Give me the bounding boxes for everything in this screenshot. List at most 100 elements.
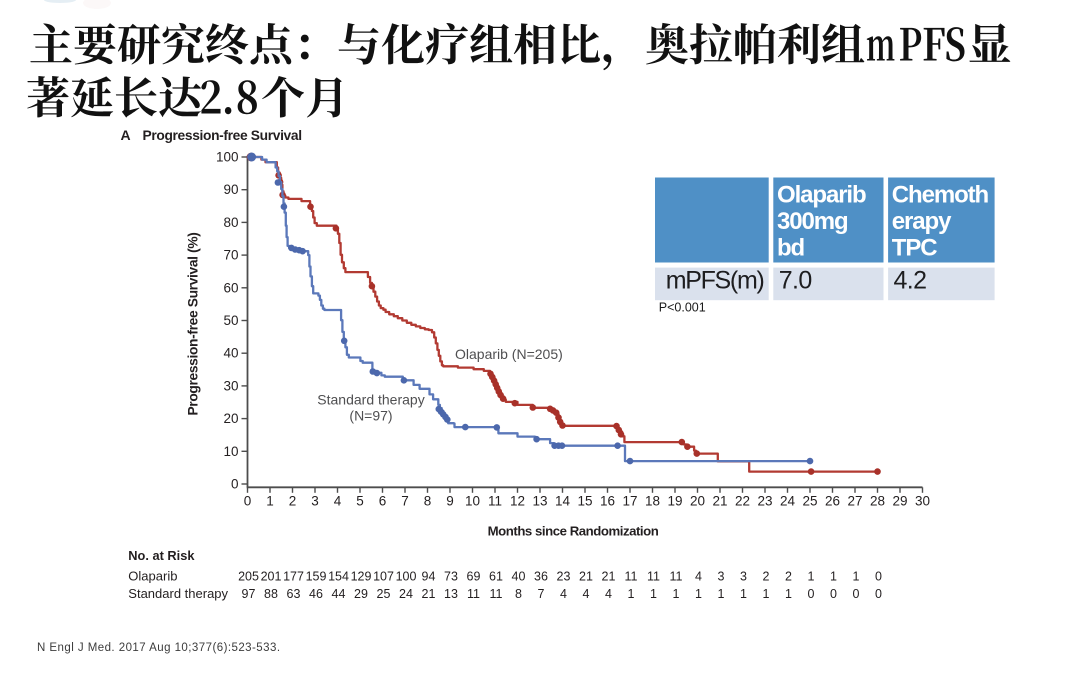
svg-text:159: 159 bbox=[306, 570, 327, 584]
svg-text:154: 154 bbox=[328, 570, 349, 584]
svg-text:1: 1 bbox=[266, 494, 274, 509]
svg-text:erapy: erapy bbox=[892, 208, 952, 235]
svg-text:70: 70 bbox=[223, 248, 238, 263]
svg-text:8: 8 bbox=[515, 587, 522, 601]
svg-text:46: 46 bbox=[309, 587, 323, 601]
svg-text:26: 26 bbox=[825, 494, 840, 509]
svg-text:1: 1 bbox=[830, 570, 837, 584]
svg-text:mPFS(m): mPFS(m) bbox=[666, 267, 764, 295]
svg-text:11: 11 bbox=[670, 570, 683, 584]
svg-text:300mg: 300mg bbox=[777, 208, 848, 235]
svg-text:30: 30 bbox=[915, 494, 930, 509]
svg-text:4: 4 bbox=[560, 587, 567, 601]
svg-text:107: 107 bbox=[373, 570, 394, 584]
svg-text:4: 4 bbox=[334, 494, 342, 509]
svg-text:4.2: 4.2 bbox=[894, 267, 927, 295]
svg-text:30: 30 bbox=[223, 378, 238, 393]
svg-text:1: 1 bbox=[808, 570, 815, 584]
svg-text:3: 3 bbox=[718, 570, 725, 584]
svg-text:13: 13 bbox=[532, 494, 547, 509]
svg-text:97: 97 bbox=[242, 587, 256, 601]
svg-text:69: 69 bbox=[467, 570, 481, 584]
svg-text:11: 11 bbox=[647, 570, 660, 584]
svg-text:10: 10 bbox=[465, 494, 480, 509]
svg-text:N Engl J Med. 2017 Aug 10;377(: N Engl J Med. 2017 Aug 10;377(6):523-533… bbox=[37, 642, 281, 654]
svg-text:3: 3 bbox=[740, 570, 747, 584]
svg-text:bd: bd bbox=[777, 235, 805, 262]
svg-text:0: 0 bbox=[875, 570, 882, 584]
svg-text:11: 11 bbox=[488, 494, 502, 509]
svg-text:80: 80 bbox=[223, 215, 238, 230]
svg-text:94: 94 bbox=[422, 570, 436, 584]
svg-text:29: 29 bbox=[354, 587, 368, 601]
svg-text:11: 11 bbox=[625, 570, 638, 584]
svg-text:2: 2 bbox=[289, 494, 297, 509]
svg-text:14: 14 bbox=[555, 494, 571, 509]
svg-text:Standard therapy: Standard therapy bbox=[317, 392, 424, 408]
svg-text:205: 205 bbox=[238, 570, 259, 584]
svg-text:4: 4 bbox=[695, 570, 702, 584]
svg-text:129: 129 bbox=[351, 570, 372, 584]
svg-text:60: 60 bbox=[223, 280, 238, 295]
svg-text:Months since Randomization: Months since Randomization bbox=[488, 524, 659, 539]
svg-text:(N=97): (N=97) bbox=[349, 408, 392, 424]
svg-text:0: 0 bbox=[244, 494, 252, 509]
svg-text:1: 1 bbox=[673, 587, 680, 601]
svg-text:7.0: 7.0 bbox=[779, 267, 812, 295]
svg-text:Standard therapy: Standard therapy bbox=[128, 586, 228, 601]
svg-text:1: 1 bbox=[650, 587, 657, 601]
svg-text:50: 50 bbox=[223, 313, 238, 328]
svg-text:23: 23 bbox=[757, 494, 772, 509]
svg-text:12: 12 bbox=[510, 494, 525, 509]
svg-text:24: 24 bbox=[780, 494, 796, 509]
svg-text:8: 8 bbox=[424, 494, 432, 509]
svg-text:88: 88 bbox=[264, 587, 278, 601]
svg-text:23: 23 bbox=[557, 570, 571, 584]
svg-text:44: 44 bbox=[332, 587, 346, 601]
svg-text:19: 19 bbox=[667, 494, 682, 509]
svg-text:16: 16 bbox=[600, 494, 615, 509]
svg-text:29: 29 bbox=[892, 494, 907, 509]
svg-text:6: 6 bbox=[379, 494, 387, 509]
svg-text:21: 21 bbox=[579, 570, 593, 584]
svg-text:21: 21 bbox=[602, 570, 616, 584]
svg-text:Chemoth: Chemoth bbox=[892, 182, 989, 209]
svg-text:40: 40 bbox=[223, 346, 238, 361]
svg-text:63: 63 bbox=[287, 587, 301, 601]
svg-text:0: 0 bbox=[875, 587, 882, 601]
svg-text:1: 1 bbox=[785, 587, 792, 601]
svg-text:28: 28 bbox=[870, 494, 885, 509]
svg-text:Olaparib: Olaparib bbox=[777, 182, 866, 209]
svg-text:20: 20 bbox=[223, 411, 238, 426]
svg-text:18: 18 bbox=[645, 494, 660, 509]
svg-text:4: 4 bbox=[583, 587, 590, 601]
svg-text:9: 9 bbox=[446, 494, 454, 509]
svg-text:21: 21 bbox=[712, 494, 727, 509]
svg-text:25: 25 bbox=[377, 587, 391, 601]
svg-text:P<0.001: P<0.001 bbox=[659, 301, 706, 315]
svg-text:1: 1 bbox=[853, 570, 860, 584]
svg-text:A: A bbox=[121, 127, 131, 143]
svg-text:61: 61 bbox=[489, 570, 503, 584]
svg-text:36: 36 bbox=[534, 570, 548, 584]
svg-text:15: 15 bbox=[577, 494, 592, 509]
svg-text:1: 1 bbox=[740, 587, 747, 601]
svg-text:2: 2 bbox=[785, 570, 792, 584]
svg-text:7: 7 bbox=[538, 587, 545, 601]
svg-text:90: 90 bbox=[223, 182, 238, 197]
svg-text:0: 0 bbox=[853, 587, 860, 601]
svg-text:0: 0 bbox=[830, 587, 837, 601]
svg-text:5: 5 bbox=[356, 494, 364, 509]
svg-text:0: 0 bbox=[231, 477, 239, 492]
svg-text:10: 10 bbox=[223, 444, 238, 459]
svg-text:2: 2 bbox=[763, 570, 770, 584]
svg-text:201: 201 bbox=[261, 570, 282, 584]
svg-text:100: 100 bbox=[396, 570, 417, 584]
svg-text:11: 11 bbox=[490, 587, 503, 601]
svg-text:20: 20 bbox=[690, 494, 705, 509]
svg-text:73: 73 bbox=[444, 570, 458, 584]
svg-text:1: 1 bbox=[763, 587, 770, 601]
svg-text:27: 27 bbox=[847, 494, 862, 509]
svg-text:1: 1 bbox=[628, 587, 635, 601]
svg-text:Olaparib (N=205): Olaparib (N=205) bbox=[455, 346, 563, 362]
